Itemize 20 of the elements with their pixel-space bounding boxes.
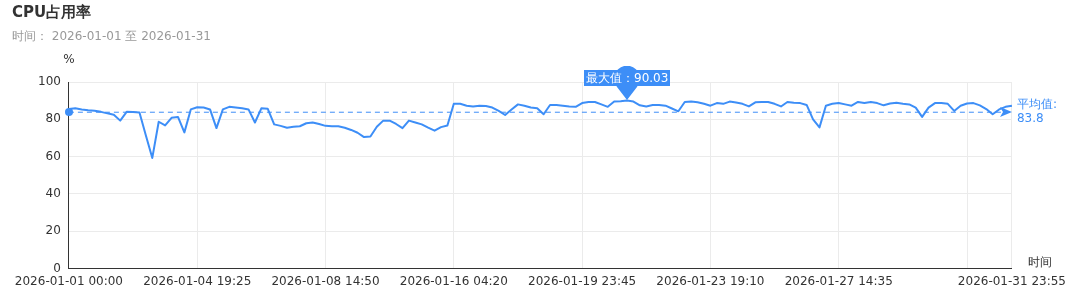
y-axis-title: % [63, 52, 75, 67]
x-tick-label: 2026-01-01 00:00 [14, 273, 123, 288]
y-tick-label: 0 [53, 260, 61, 275]
y-tick-label: 60 [45, 148, 61, 163]
chart-subtitle: 时间： 2026-01-01 至 2026-01-31 [12, 28, 211, 45]
x-tick-label: 2026-01-08 14:50 [271, 273, 380, 288]
x-tick-label: 2026-01-19 23:45 [528, 273, 637, 288]
x-tick-label: 2026-01-31 23:55 [957, 273, 1066, 288]
x-tick-label: 2026-01-16 04:20 [399, 273, 508, 288]
y-tick-label: 20 [45, 223, 61, 238]
x-tick-label: 2026-01-27 14:35 [784, 273, 893, 288]
x-tick-label: 2026-01-23 19:10 [656, 273, 765, 288]
ref-line-label: 平均值: 83.8 [1016, 97, 1057, 126]
chart-title: CPU占用率 [12, 3, 92, 22]
x-axis-title: 时间 [1027, 254, 1052, 269]
y-tick-label: 100 [38, 74, 61, 89]
y-tick-label: 80 [45, 111, 61, 126]
annotation: 最大值：90.03 [584, 69, 671, 86]
y-tick-label: 40 [45, 186, 61, 201]
x-tick-label: 2026-01-04 19:25 [143, 273, 252, 288]
